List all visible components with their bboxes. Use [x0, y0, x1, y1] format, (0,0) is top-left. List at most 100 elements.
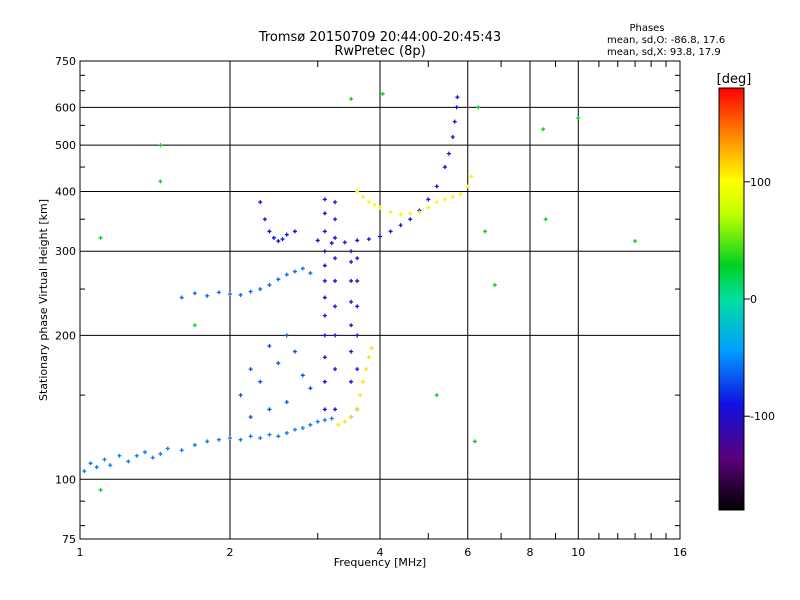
- data-point: [408, 217, 413, 222]
- data-point: [333, 235, 338, 240]
- y-tick-label: 75: [62, 533, 76, 546]
- data-point: [284, 272, 289, 277]
- data-point: [366, 200, 371, 205]
- data-point: [361, 379, 366, 384]
- data-point: [258, 200, 263, 205]
- data-point: [322, 418, 327, 423]
- data-point: [434, 200, 439, 205]
- y-tick-label: 750: [55, 55, 76, 68]
- data-point: [284, 430, 289, 435]
- data-point: [355, 256, 360, 261]
- data-point: [355, 407, 360, 412]
- data-point: [333, 256, 338, 261]
- x-tick-label: 8: [527, 546, 534, 559]
- data-point: [216, 437, 221, 442]
- data-point: [94, 465, 99, 470]
- data-point: [179, 295, 184, 300]
- data-point: [434, 393, 439, 398]
- y-axis-label: Stationary phase Virtual Height [km]: [37, 199, 50, 401]
- data-point: [258, 379, 263, 384]
- data-point: [142, 450, 147, 455]
- data-point: [216, 290, 221, 295]
- data-point: [333, 200, 338, 205]
- data-point: [483, 229, 488, 234]
- data-point: [322, 333, 327, 338]
- data-point: [349, 379, 354, 384]
- data-point: [300, 266, 305, 271]
- data-point: [192, 323, 197, 328]
- data-point: [472, 439, 477, 444]
- data-point: [442, 197, 447, 202]
- data-point: [134, 453, 139, 458]
- data-point: [543, 217, 548, 222]
- data-point: [292, 229, 297, 234]
- y-tick-label: 500: [55, 139, 76, 152]
- data-point: [322, 379, 327, 384]
- data-point: [179, 448, 184, 453]
- data-point: [426, 205, 431, 210]
- colorbar: [deg] 100 0 -100: [717, 72, 775, 511]
- data-point: [315, 419, 320, 424]
- data-point: [469, 174, 474, 179]
- chart-subtitle: RwPretec (8p): [334, 44, 425, 59]
- x-axis-ticks: 1 2 4 6 8 10 16: [77, 61, 687, 559]
- data-point: [333, 333, 338, 338]
- data-point: [349, 299, 354, 304]
- data-point: [355, 304, 360, 309]
- colorbar-tick-label: -100: [750, 410, 775, 423]
- data-point: [349, 414, 354, 419]
- data-point: [205, 293, 210, 298]
- data-point: [248, 367, 253, 372]
- data-point: [82, 469, 87, 474]
- data-point: [284, 400, 289, 405]
- stats-line-x: mean, sd,X: 93.8, 17.9: [607, 47, 721, 58]
- data-point: [238, 393, 243, 398]
- data-point: [442, 165, 447, 170]
- colorbar-gradient: [718, 87, 745, 511]
- data-point: [417, 210, 422, 215]
- data-point: [355, 333, 360, 338]
- data-point: [284, 232, 289, 237]
- data-point: [276, 239, 281, 244]
- stats-heading: Phases: [629, 23, 664, 34]
- data-point: [238, 437, 243, 442]
- data-point: [192, 442, 197, 447]
- plot-frame: [79, 60, 681, 540]
- stats-line-o: mean, sd,O: -86.8, 17.6: [607, 35, 725, 46]
- plot-grid: [80, 61, 680, 539]
- y-tick-label: 600: [55, 101, 76, 114]
- data-point: [378, 234, 382, 239]
- data-point: [284, 333, 289, 338]
- data-point: [315, 238, 320, 243]
- data-point: [248, 434, 253, 439]
- data-point: [117, 453, 122, 458]
- data-point: [388, 210, 393, 215]
- data-point: [426, 197, 431, 202]
- data-point: [342, 240, 347, 245]
- data-point: [349, 323, 354, 328]
- data-points: [82, 91, 638, 492]
- data-point: [267, 282, 272, 287]
- data-point: [322, 278, 327, 283]
- data-point: [349, 349, 354, 354]
- data-point: [267, 432, 272, 437]
- data-point: [465, 184, 470, 189]
- data-point: [349, 278, 354, 283]
- data-point: [349, 259, 354, 264]
- data-point: [458, 192, 463, 197]
- data-point: [267, 407, 272, 412]
- data-point: [333, 278, 338, 283]
- data-point: [322, 295, 327, 300]
- data-point: [633, 239, 638, 244]
- data-point: [322, 313, 327, 318]
- data-point: [267, 344, 272, 349]
- data-point: [366, 355, 371, 360]
- data-point: [292, 269, 297, 274]
- x-tick-label: 16: [673, 546, 687, 559]
- data-point: [369, 346, 374, 351]
- data-point: [408, 211, 413, 216]
- data-point: [271, 235, 276, 240]
- data-point: [358, 393, 363, 398]
- data-point: [398, 223, 403, 228]
